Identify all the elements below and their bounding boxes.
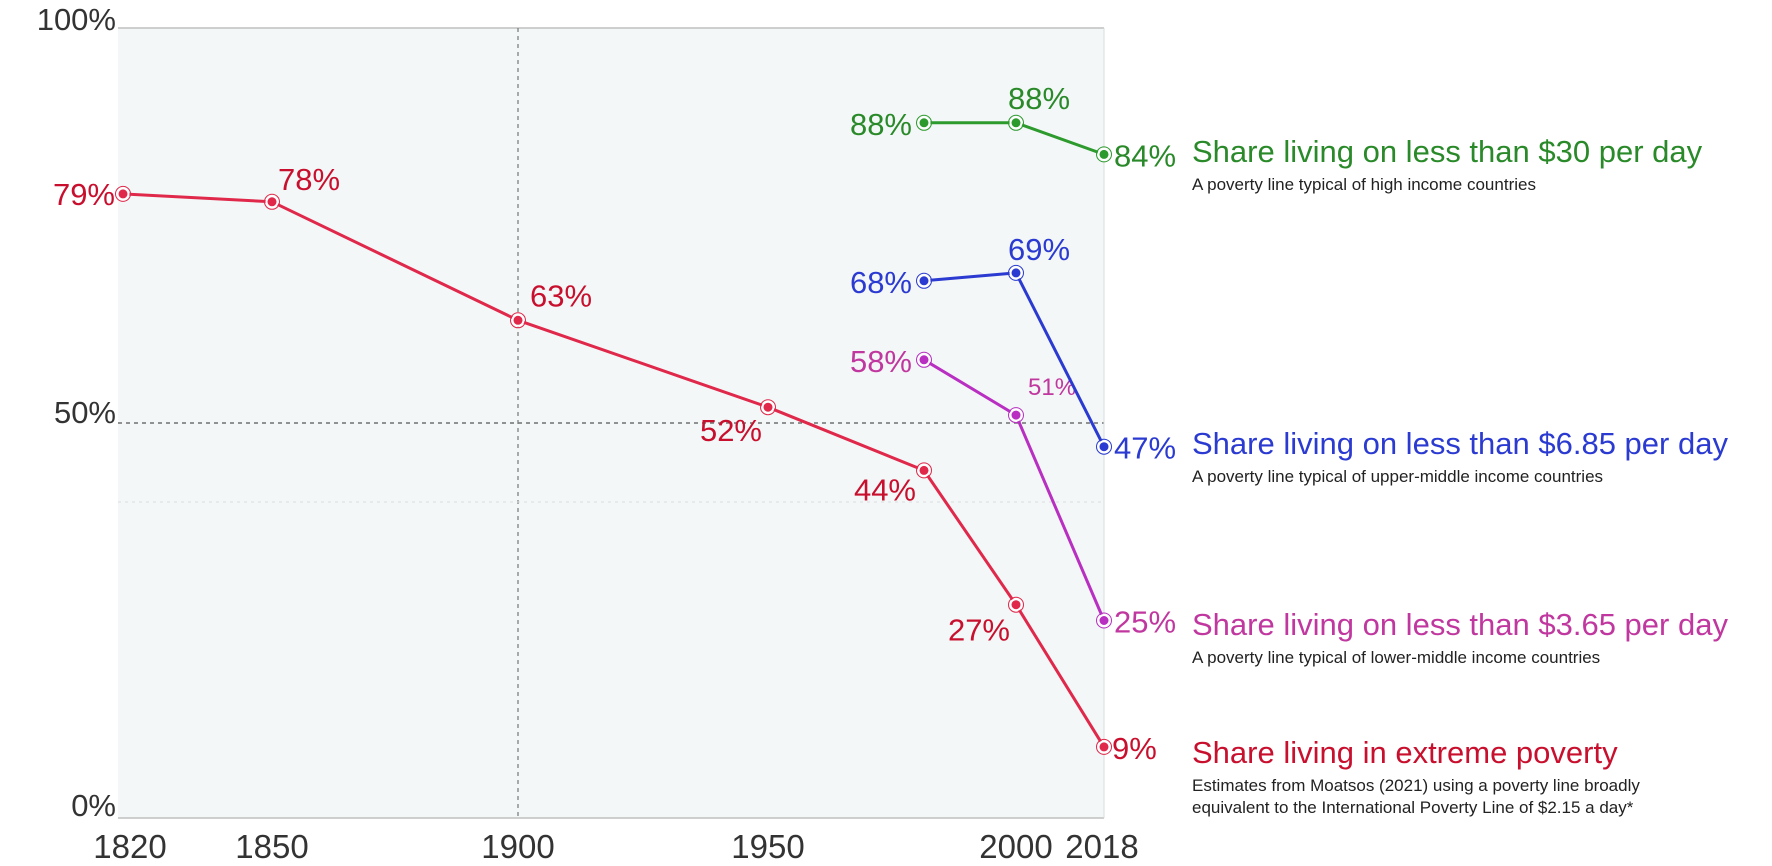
x-tick-label-1950: 1950 [731, 828, 804, 865]
series-title-l365: Share living on less than $3.65 per day [1192, 607, 1728, 642]
series-title-extreme: Share living in extreme poverty [1192, 735, 1618, 770]
series-extreme: 79% 78% 63% 52% 44% 27% 9% [53, 162, 1157, 766]
data-point-ring-extreme-1980 [916, 462, 932, 479]
data-point-extreme-1900 [511, 313, 525, 327]
data-point-ring-extreme-1820 [115, 185, 131, 202]
data-point-ring-l685-1980 [916, 272, 932, 289]
data-point-ring-l685-2000 [1008, 264, 1024, 281]
data-point-extreme-1950 [761, 400, 775, 414]
plot-background [118, 28, 1104, 818]
legend-layer: Share living in extreme poverty Estimates… [1192, 134, 1728, 817]
x-axis-ticks: 1820 1850 1900 1950 2000 2018 [93, 828, 1138, 865]
data-label-l685-1980: 68% [850, 265, 912, 300]
data-label-extreme-1900: 63% [530, 278, 592, 313]
data-point-ring-l365-2000 [1008, 407, 1024, 424]
data-point-l30-1980 [917, 116, 931, 130]
data-point-ring-l365-2018 [1096, 612, 1112, 629]
data-point-extreme-1980 [917, 463, 931, 477]
x-tick-label-1820: 1820 [93, 828, 166, 865]
data-point-ring-l30-1980 [916, 114, 932, 131]
data-label-l30-1980: 88% [850, 107, 912, 142]
data-point-l685-2018 [1097, 440, 1111, 454]
data-point-ring-extreme-1950 [760, 399, 776, 416]
y-axis-ticks: 0% 50% 100% [37, 2, 116, 823]
y-tick-label-100: 100% [37, 2, 116, 37]
data-label-extreme-1950: 52% [700, 413, 762, 448]
y-tick-label-50: 50% [54, 395, 116, 430]
data-point-l30-2018 [1097, 147, 1111, 161]
data-point-l30-2000 [1009, 116, 1023, 130]
data-label-extreme-1820: 79% [53, 177, 115, 212]
series-l30: 88% 88% 84% [850, 81, 1176, 174]
series-l685: 68% 69% 47% [850, 232, 1176, 466]
data-point-ring-extreme-2000 [1008, 596, 1024, 613]
data-label-l365-1980: 58% [850, 344, 912, 379]
data-point-ring-l30-2018 [1096, 146, 1112, 163]
data-label-l30-2000: 88% [1008, 81, 1070, 116]
data-label-extreme-1850: 78% [278, 162, 340, 197]
data-point-l685-1980 [917, 274, 931, 288]
data-label-extreme-1980: 44% [854, 472, 916, 507]
data-point-l365-2018 [1097, 614, 1111, 627]
series-l365: 58%51%25% [850, 344, 1176, 640]
data-label-l685-2000: 69% [1008, 232, 1070, 267]
data-point-l365-1980 [917, 353, 931, 367]
end-value-label-extreme: 9% [1112, 731, 1157, 766]
data-point-l685-2000 [1009, 266, 1023, 280]
x-tick-label-1850: 1850 [235, 828, 308, 865]
end-value-label-l30: 84% [1114, 138, 1176, 173]
data-point-extreme-1820 [116, 187, 130, 201]
end-value-label-l685: 47% [1114, 431, 1176, 466]
y-tick-label-0: 0% [71, 788, 116, 823]
x-tick-label-1900: 1900 [481, 828, 554, 865]
series-title-l30: Share living on less than $30 per day [1192, 134, 1703, 169]
x-tick-label-2000: 2000 [979, 828, 1052, 865]
end-value-label-l365: 25% [1114, 605, 1176, 640]
data-point-ring-extreme-1850 [264, 193, 280, 210]
series-layer: 79% 78% 63% 52% 44% 27% 9% 58%51%25% 68% 69% 47% 88… [53, 81, 1176, 766]
data-point-extreme-2018 [1097, 740, 1111, 754]
data-point-extreme-2000 [1009, 598, 1023, 612]
series-title-l685: Share living on less than $6.85 per day [1192, 426, 1728, 461]
data-point-ring-extreme-2018 [1096, 738, 1112, 755]
series-subtitle-l365-0: A poverty line typical of lower-middle i… [1192, 648, 1600, 667]
data-label-extreme-2000: 27% [948, 613, 1010, 648]
series-subtitle-l685-0: A poverty line typical of upper-middle i… [1192, 467, 1603, 486]
data-point-extreme-1850 [265, 195, 279, 209]
data-point-ring-l685-2018 [1096, 438, 1112, 455]
x-tick-label-2018: 2018 [1065, 828, 1138, 865]
series-subtitle-l30-0: A poverty line typical of high income co… [1192, 175, 1536, 194]
series-subtitle-extreme-1: equivalent to the International Poverty … [1192, 798, 1634, 817]
series-subtitle-extreme-0: Estimates from Moatsos (2021) using a po… [1192, 776, 1640, 795]
data-point-ring-l30-2000 [1008, 114, 1024, 131]
data-point-l365-2000 [1009, 408, 1023, 422]
data-point-ring-extreme-1900 [510, 312, 526, 329]
data-point-ring-l365-1980 [916, 351, 932, 368]
